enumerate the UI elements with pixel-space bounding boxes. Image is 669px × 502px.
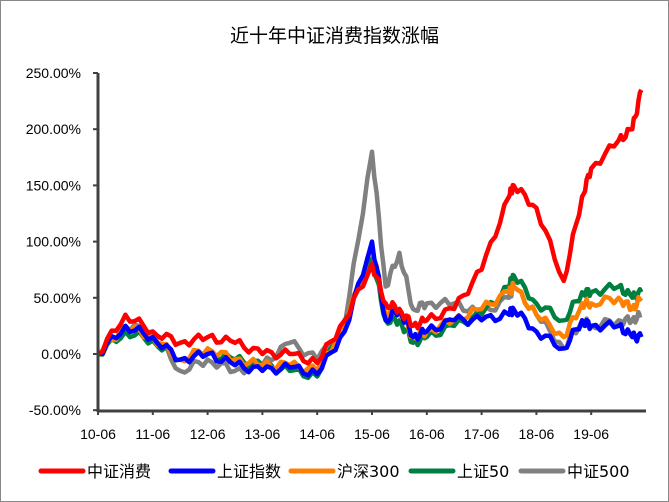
y-tick-label: 150.00% bbox=[26, 177, 81, 193]
legend-label: 沪深300 bbox=[337, 462, 400, 481]
x-tick-label: 12-06 bbox=[190, 426, 226, 442]
legend-label: 上证指数 bbox=[217, 462, 281, 481]
x-tick-label: 10-06 bbox=[80, 426, 116, 442]
series-line-上证指数 bbox=[97, 239, 644, 378]
x-tick-label: 16-06 bbox=[409, 426, 445, 442]
y-tick-label: 200.00% bbox=[26, 121, 81, 137]
y-tick-label: 50.00% bbox=[34, 290, 81, 306]
x-tick-label: 15-06 bbox=[354, 426, 390, 442]
y-tick-label: 100.00% bbox=[26, 234, 81, 250]
series-line-中证消费 bbox=[96, 88, 644, 366]
x-tick-label: 13-06 bbox=[244, 426, 280, 442]
x-tick-label: 14-06 bbox=[299, 426, 335, 442]
legend-label: 中证消费 bbox=[87, 462, 151, 481]
x-tick-label: 17-06 bbox=[464, 426, 500, 442]
y-tick-label: 0.00% bbox=[41, 346, 81, 362]
legend-label: 上证50 bbox=[457, 462, 509, 481]
x-tick-label: 18-06 bbox=[518, 426, 554, 442]
chart-title: 近十年中证消费指数涨幅 bbox=[229, 25, 439, 47]
x-tick-label: 19-06 bbox=[573, 426, 609, 442]
y-tick-label: -50.00% bbox=[29, 402, 81, 418]
y-tick-label: 250.00% bbox=[26, 65, 81, 81]
x-tick-label: 11-06 bbox=[135, 426, 170, 442]
legend-label: 中证500 bbox=[567, 462, 630, 481]
